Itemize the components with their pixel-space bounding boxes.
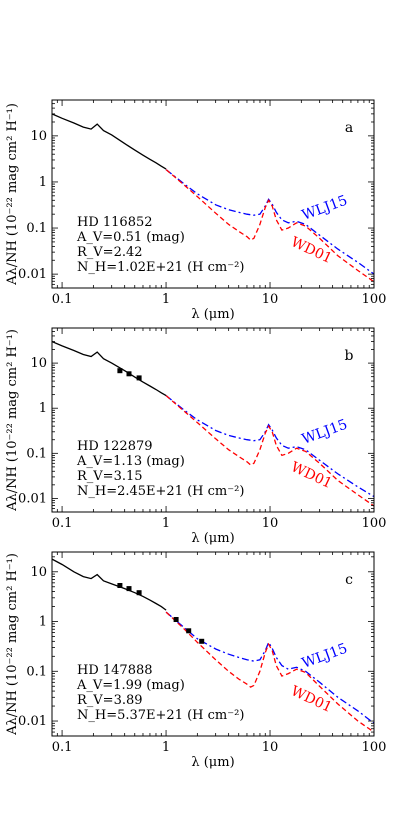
curve-label-wlj15: WLJ15: [300, 417, 350, 448]
curve-label-wlj15: WLJ15: [300, 641, 350, 672]
y-tick-label: 0.01: [18, 714, 47, 729]
x-tick-label: 0.1: [52, 740, 73, 755]
y-axis-label: Aλ/NH (10⁻²² mag cm² H⁻¹): [5, 329, 20, 512]
series-observed-curve: [52, 558, 167, 611]
annotation: N_H=2.45E+21 (H cm⁻²): [77, 484, 244, 499]
y-tick-label: 0.01: [18, 267, 47, 282]
panel-label: a: [345, 120, 353, 136]
x-tick-label: 1: [162, 516, 170, 531]
data-point: [117, 368, 123, 374]
y-tick-label: 0.01: [18, 491, 47, 506]
y-axis-label: Aλ/NH (10⁻²² mag cm² H⁻¹): [5, 103, 20, 286]
data-point: [126, 371, 132, 377]
x-axis-label: λ (μm): [191, 755, 234, 770]
y-tick-label: 0.1: [26, 446, 47, 461]
annotation: R_V=3.89: [77, 693, 143, 708]
y-tick-label: 10: [30, 129, 47, 144]
curve-label-wlj15: WLJ15: [300, 193, 350, 224]
x-tick-label: 0.1: [52, 292, 73, 307]
series-observed-curve: [52, 341, 167, 397]
series-wlj15: [165, 169, 374, 275]
series-wd01: [165, 611, 374, 733]
x-tick-label: 10: [262, 292, 279, 307]
x-tick-label: 1: [162, 292, 170, 307]
x-tick-label: 100: [362, 516, 387, 531]
data-point: [136, 375, 142, 381]
x-tick-label: 1: [162, 740, 170, 755]
annotation: A_V=1.99 (mag): [76, 678, 185, 693]
panel-label: b: [345, 348, 354, 364]
star-name: HD 116852: [77, 215, 153, 230]
annotation: R_V=3.15: [77, 469, 143, 484]
x-tick-label: 10: [262, 516, 279, 531]
data-point: [126, 586, 132, 592]
x-axis-label: λ (μm): [191, 531, 234, 546]
y-tick-label: 1: [39, 401, 47, 416]
y-tick-label: 10: [30, 565, 47, 580]
star-name: HD 122879: [77, 439, 153, 454]
y-axis-label: Aλ/NH (10⁻²² mag cm² H⁻¹): [5, 553, 20, 736]
y-tick-label: 0.1: [26, 664, 47, 679]
curve-label-wd01: WD01: [288, 683, 334, 716]
chart-panel-a: 0.1 1 10 100 0.01 0.1 1 10 λ (μm) Aλ/NH (10⁻²² ma…: [5, 99, 387, 322]
series-observed-curve: [52, 113, 167, 170]
annotation: N_H=1.02E+21 (H cm⁻²): [77, 260, 244, 275]
plot-frame: [51, 99, 375, 289]
y-tick-label: 0.1: [26, 221, 47, 236]
y-tick-label: 1: [39, 615, 47, 630]
data-point: [199, 638, 205, 644]
curve-label-wd01: WD01: [288, 459, 334, 492]
data-point: [136, 590, 142, 596]
plot-frame: [51, 551, 375, 737]
series-wd01: [165, 395, 374, 507]
x-axis-label: λ (μm): [191, 307, 234, 322]
data-point: [173, 617, 179, 622]
plot-frame: [51, 327, 375, 513]
data-point: [186, 628, 192, 634]
chart-panel-c: 0.1 1 10 100 0.01 0.1 1 10 λ (μm) Aλ/NH (10⁻²² ma…: [5, 551, 387, 770]
y-tick-label: 1: [39, 175, 47, 190]
series-wlj15: [165, 611, 374, 724]
series-wd01: [165, 169, 374, 283]
annotation: A_V=0.51 (mag): [76, 230, 185, 245]
x-tick-label: 0.1: [52, 516, 73, 531]
curve-label-wd01: WD01: [288, 234, 334, 267]
annotation: N_H=5.37E+21 (H cm⁻²): [77, 708, 244, 723]
series-wlj15: [165, 395, 374, 498]
annotation: R_V=2.42: [77, 245, 143, 260]
panel-label: c: [345, 572, 353, 588]
y-tick-label: 10: [30, 356, 47, 371]
x-tick-label: 100: [362, 292, 387, 307]
star-name: HD 147888: [77, 663, 153, 678]
x-tick-label: 100: [362, 740, 387, 755]
chart-panel-b: 0.1 1 10 100 0.01 0.1 1 10 λ (μm) Aλ/NH (10⁻²² ma…: [5, 327, 387, 546]
x-tick-label: 10: [262, 740, 279, 755]
annotation: A_V=1.13 (mag): [76, 454, 185, 469]
data-point: [117, 583, 123, 588]
